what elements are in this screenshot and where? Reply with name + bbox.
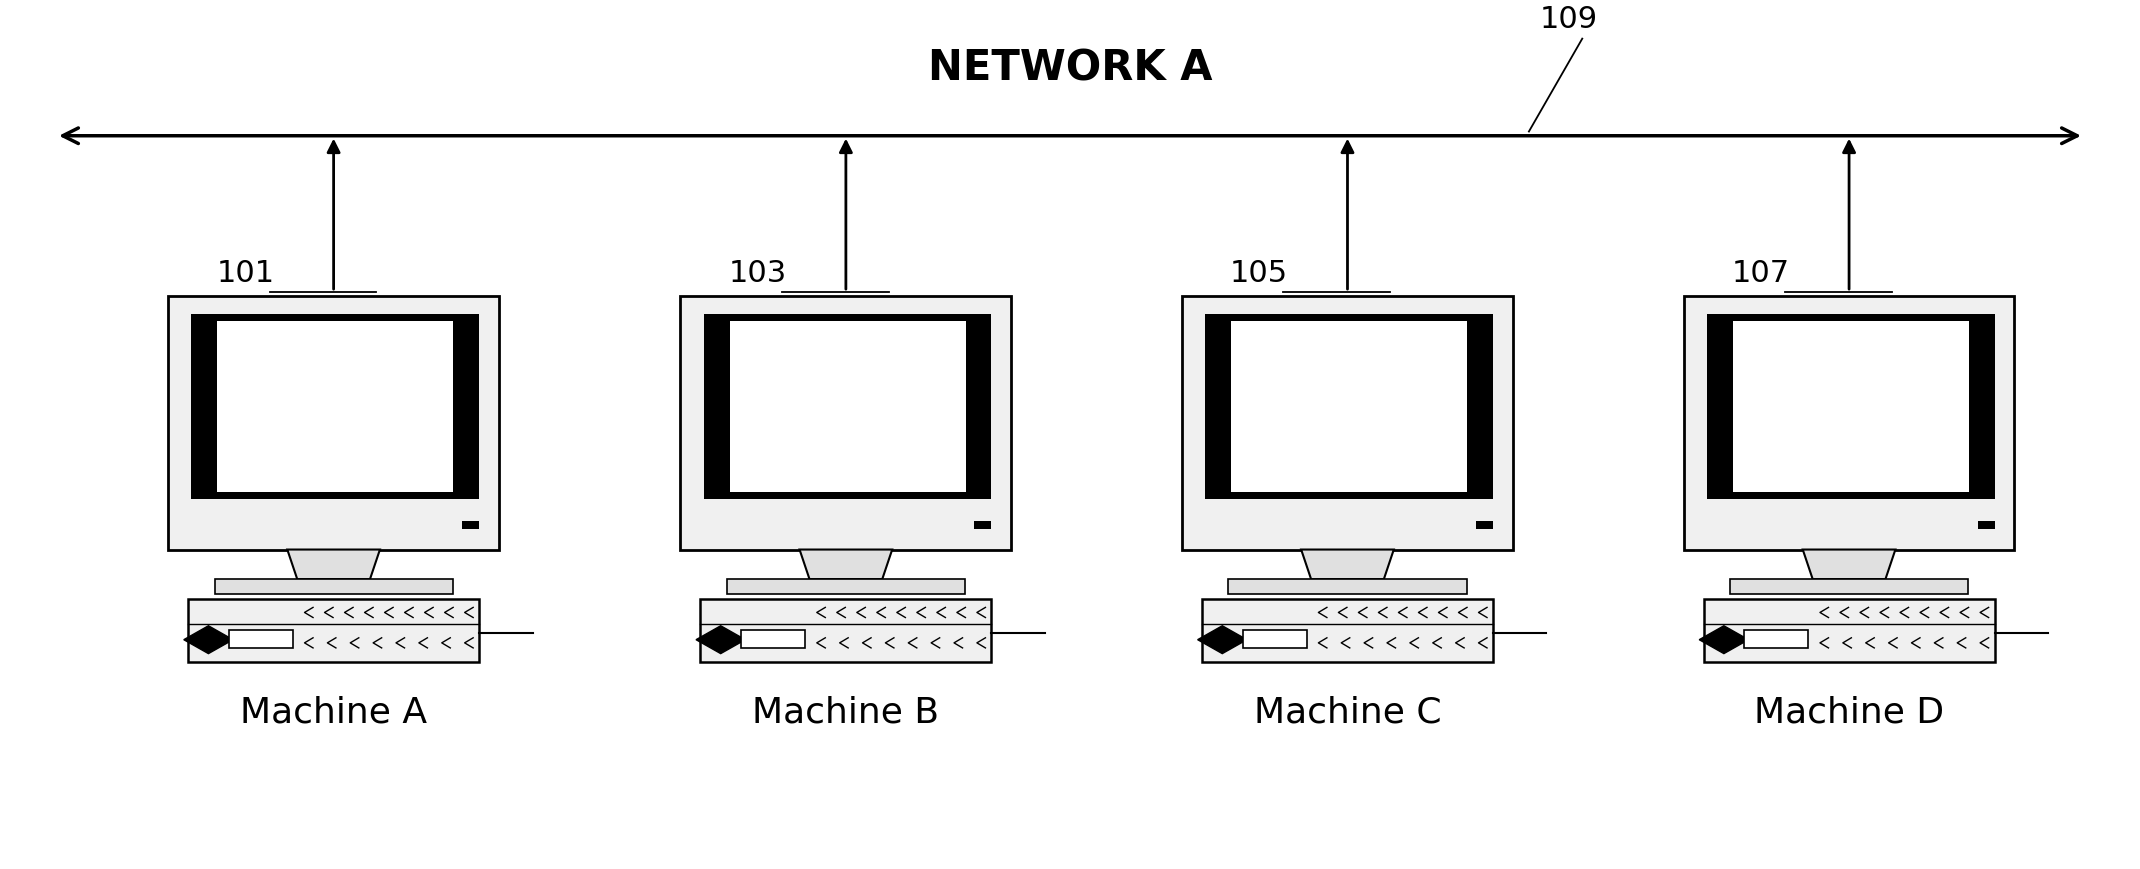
Polygon shape (287, 549, 381, 579)
Bar (190, 314, 479, 499)
Bar (229, 630, 293, 648)
Text: Machine B: Machine B (753, 696, 939, 730)
Bar (728, 579, 965, 594)
Bar (974, 521, 991, 529)
Text: 101: 101 (216, 259, 274, 288)
Bar (1230, 322, 1468, 492)
Text: Machine A: Machine A (240, 696, 428, 730)
Bar (1744, 630, 1808, 648)
Bar (218, 322, 454, 492)
Bar (1684, 296, 2014, 549)
Text: NETWORK A: NETWORK A (929, 47, 1211, 90)
Polygon shape (1802, 549, 1896, 579)
Bar (462, 521, 479, 529)
Bar (700, 599, 991, 662)
Text: 103: 103 (728, 259, 788, 288)
Bar (1181, 296, 1513, 549)
Bar (214, 579, 454, 594)
Bar (681, 296, 1012, 549)
Bar (1703, 599, 1994, 662)
Bar (704, 314, 991, 499)
Bar (730, 322, 965, 492)
Bar (1708, 314, 1994, 499)
Polygon shape (1198, 626, 1248, 653)
Text: 105: 105 (1230, 259, 1288, 288)
Text: Machine C: Machine C (1254, 696, 1442, 730)
Polygon shape (800, 549, 892, 579)
Bar (1205, 314, 1494, 499)
Bar (1733, 322, 1969, 492)
Bar (1243, 630, 1308, 648)
Polygon shape (1301, 549, 1393, 579)
Bar (1477, 521, 1494, 529)
Text: 107: 107 (1731, 259, 1789, 288)
Polygon shape (184, 626, 233, 653)
Bar (169, 296, 499, 549)
Bar (1977, 521, 1994, 529)
Bar (1203, 599, 1494, 662)
Polygon shape (696, 626, 745, 653)
Polygon shape (1699, 626, 1748, 653)
Text: 109: 109 (1539, 5, 1599, 35)
Bar (740, 630, 805, 648)
Text: Machine D: Machine D (1755, 696, 1943, 730)
Bar (188, 599, 479, 662)
Bar (1729, 579, 1969, 594)
Bar (1228, 579, 1466, 594)
